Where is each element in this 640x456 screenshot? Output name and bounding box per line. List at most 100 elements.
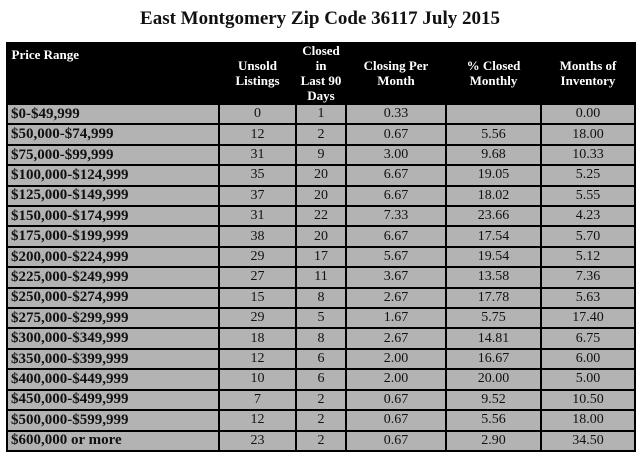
cell: 20 (295, 164, 347, 187)
table-body: $0-$49,999 0 1 0.33 0.00 $50,000-$74,999 12 2 0.… (6, 102, 636, 452)
cell: 2.90 (445, 429, 542, 452)
cell: 8 (295, 286, 347, 310)
column-header: Months of Inventory (540, 42, 636, 105)
table-row: $450,000-$499,999 7 2 0.67 9.52 10.50 (6, 388, 636, 412)
cell: 1 (295, 102, 347, 126)
table-row: $200,000-$224,999 29 17 5.67 19.54 5.12 (6, 245, 636, 269)
cell: 2.67 (345, 327, 447, 350)
cell: 6.67 (345, 225, 447, 248)
cell: 8 (295, 327, 347, 350)
cell: 35 (218, 164, 297, 187)
table-row: $75,000-$99,999 31 9 3.00 9.68 10.33 (6, 143, 636, 167)
cell: 19.05 (445, 164, 542, 187)
table-row: $250,000-$274,999 15 8 2.67 17.78 5.63 (6, 286, 636, 310)
cell: 7 (218, 388, 297, 412)
cell: 2 (295, 123, 347, 146)
column-header: Closing Per Month (345, 42, 447, 105)
price-range: $350,000-$399,999 (6, 347, 220, 371)
column-header: Unsold Listings (218, 42, 297, 105)
table-row: $600,000 or more 23 2 0.67 2.90 34.50 (6, 429, 636, 452)
price-range: $100,000-$124,999 (6, 164, 220, 187)
cell: 11 (295, 266, 347, 289)
cell: 3.67 (345, 266, 447, 289)
price-range: $125,000-$149,999 (6, 184, 220, 208)
cell: 20 (295, 184, 347, 208)
cell: 0.67 (345, 409, 447, 432)
cell: 37 (218, 184, 297, 208)
cell: 19.54 (445, 245, 542, 269)
cell: 6.67 (345, 184, 447, 208)
price-range: $500,000-$599,999 (6, 409, 220, 432)
cell: 5 (295, 307, 347, 330)
cell: 29 (218, 245, 297, 269)
table-header: Price Range Unsold Listings Closed in Last… (6, 42, 636, 105)
cell: 38 (218, 225, 297, 248)
table-row: $0-$49,999 0 1 0.33 0.00 (6, 102, 636, 126)
table-row: $225,000-$249,999 27 11 3.67 13.58 7.36 (6, 266, 636, 289)
cell: 5.75 (445, 307, 542, 330)
cell: 13.58 (445, 266, 542, 289)
cell: 5.63 (540, 286, 636, 310)
table-row: $175,000-$199,999 38 20 6.67 17.54 5.70 (6, 225, 636, 248)
cell: 2 (295, 429, 347, 452)
cell: 5.67 (345, 245, 447, 269)
cell: 4.23 (540, 205, 636, 228)
price-range: $225,000-$249,999 (6, 266, 220, 289)
data-table: Price Range Unsold Listings Closed in Last… (6, 42, 636, 452)
cell: 9.52 (445, 388, 542, 412)
cell: 12 (218, 409, 297, 432)
cell: 1.67 (345, 307, 447, 330)
table-row: $350,000-$399,999 12 6 2.00 16.67 6.00 (6, 347, 636, 371)
column-header: % Closed Monthly (445, 42, 542, 105)
cell: 10 (218, 368, 297, 391)
cell: 2 (295, 388, 347, 412)
cell: 0.33 (345, 102, 447, 126)
cell: 5.12 (540, 245, 636, 269)
table-row: $100,000-$124,999 35 20 6.67 19.05 5.25 (6, 164, 636, 187)
cell: 5.56 (445, 409, 542, 432)
cell: 3.00 (345, 143, 447, 167)
header-row: Price Range Unsold Listings Closed in Last… (6, 42, 636, 105)
table-row: $50,000-$74,999 12 2 0.67 5.56 18.00 (6, 123, 636, 146)
cell: 5.56 (445, 123, 542, 146)
cell: 5.70 (540, 225, 636, 248)
price-range: $150,000-$174,999 (6, 205, 220, 228)
cell: 18 (218, 327, 297, 350)
cell: 23 (218, 429, 297, 452)
price-range: $0-$49,999 (6, 102, 220, 126)
price-range: $75,000-$99,999 (6, 143, 220, 167)
cell: 2.67 (345, 286, 447, 310)
cell: 6.00 (540, 347, 636, 371)
column-header: Closed in Last 90 Days (295, 42, 347, 105)
cell: 31 (218, 205, 297, 228)
cell: 20.00 (445, 368, 542, 391)
cell: 18.00 (540, 123, 636, 146)
cell: 17.40 (540, 307, 636, 330)
cell: 6.67 (345, 164, 447, 187)
cell: 6 (295, 368, 347, 391)
cell: 9.68 (445, 143, 542, 167)
cell: 0.00 (540, 102, 636, 126)
column-header: Price Range (6, 42, 220, 105)
cell: 6 (295, 347, 347, 371)
cell: 5.25 (540, 164, 636, 187)
cell: 10.50 (540, 388, 636, 412)
cell: 20 (295, 225, 347, 248)
cell: 2.00 (345, 368, 447, 391)
cell: 17.54 (445, 225, 542, 248)
price-range: $450,000-$499,999 (6, 388, 220, 412)
cell: 31 (218, 143, 297, 167)
cell: 23.66 (445, 205, 542, 228)
price-range: $400,000-$449,999 (6, 368, 220, 391)
cell: 16.67 (445, 347, 542, 371)
cell: 12 (218, 123, 297, 146)
table-row: $150,000-$174,999 31 22 7.33 23.66 4.23 (6, 205, 636, 228)
cell: 9 (295, 143, 347, 167)
cell: 27 (218, 266, 297, 289)
table-row: $275,000-$299,999 29 5 1.67 5.75 17.40 (6, 307, 636, 330)
price-range: $175,000-$199,999 (6, 225, 220, 248)
cell: 17.78 (445, 286, 542, 310)
price-range: $50,000-$74,999 (6, 123, 220, 146)
price-range: $275,000-$299,999 (6, 307, 220, 330)
